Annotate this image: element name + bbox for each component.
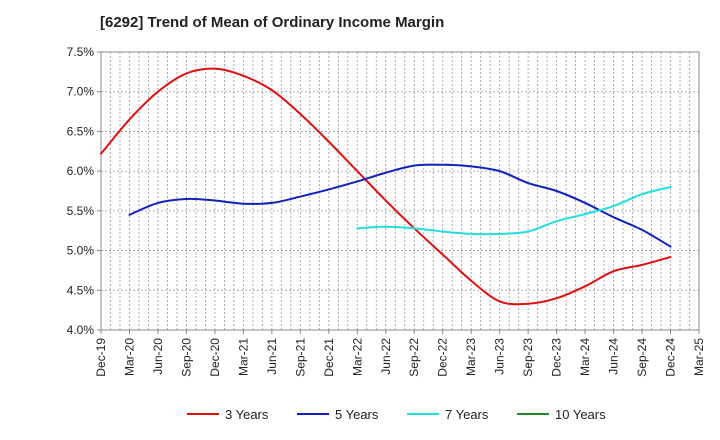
legend-label: 3 Years — [225, 407, 269, 422]
x-tick-label: Jun-21 — [265, 338, 279, 375]
y-tick-label: 5.5% — [67, 204, 95, 218]
legend-item-5-years: 5 Years — [297, 407, 379, 422]
x-tick-label: Jun-23 — [493, 338, 507, 375]
legend-item-10-years: 10 Years — [517, 407, 606, 422]
x-tick-label: Mar-21 — [236, 338, 250, 376]
x-tick-label: Sep-24 — [635, 338, 649, 377]
y-tick-label: 6.5% — [67, 124, 95, 138]
x-tick-label: Mar-23 — [464, 338, 478, 376]
plot-border — [100, 51, 700, 331]
x-tick-label: Mar-22 — [350, 338, 364, 376]
legend-item-3-years: 3 Years — [187, 407, 269, 422]
series-line-5-years — [128, 163, 672, 248]
legend-label: 7 Years — [445, 407, 489, 422]
legend-label: 5 Years — [335, 407, 379, 422]
x-tick-label: Sep-20 — [179, 338, 193, 377]
y-tick-label: 6.0% — [67, 164, 95, 178]
x-tick-label: Sep-22 — [407, 338, 421, 377]
series-lines — [100, 67, 672, 306]
x-tick-label: Sep-23 — [521, 338, 535, 377]
x-tick-label: Dec-20 — [208, 338, 222, 377]
chart-title: [6292] Trend of Mean of Ordinary Income … — [100, 14, 445, 31]
grid — [100, 51, 700, 331]
x-tick-label: Jun-20 — [151, 338, 165, 375]
x-tick-label: Dec-21 — [322, 338, 336, 377]
y-tick-label: 4.5% — [67, 283, 95, 297]
y-tick-label: 7.5% — [67, 45, 95, 59]
x-tick-label: Dec-24 — [664, 338, 678, 377]
y-tick-label: 4.0% — [67, 323, 95, 337]
x-tick-label: Dec-22 — [436, 338, 450, 377]
y-tick-label: 7.0% — [67, 85, 95, 99]
legend-item-7-years: 7 Years — [407, 407, 489, 422]
legend-label: 10 Years — [555, 407, 606, 422]
legend: 3 Years 5 Years 7 Years 10 Years — [187, 407, 606, 422]
series-line-7-years — [356, 186, 672, 236]
x-tick-label: Mar-24 — [578, 338, 592, 376]
axes: 4.0% 4.5% 5.0% 5.5% 6.0% 6.5% 7.0% 7.5% Dec-19 Ma… — [67, 45, 706, 377]
x-tick-label: Dec-23 — [550, 338, 564, 377]
series-line-3-years — [100, 67, 672, 306]
y-tick-label: 5.0% — [67, 244, 95, 258]
x-tick-label: Sep-21 — [293, 338, 307, 377]
x-tick-label: Mar-20 — [122, 338, 136, 376]
x-tick-label: Mar-25 — [692, 338, 706, 376]
plot-area — [101, 52, 699, 330]
x-tick-label: Dec-19 — [94, 338, 108, 377]
x-tick-label: Jun-24 — [607, 338, 621, 375]
x-tick-label: Jun-22 — [379, 338, 393, 375]
